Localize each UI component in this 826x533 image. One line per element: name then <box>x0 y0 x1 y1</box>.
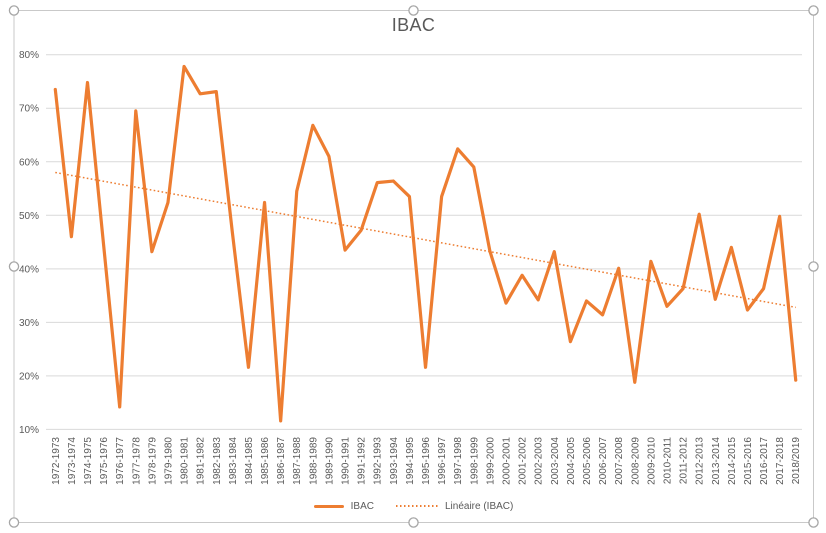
x-tick-label: 1985-1986 <box>260 437 271 485</box>
x-tick-label: 2009-2010 <box>646 437 657 485</box>
x-tick-label: 2010-2011 <box>662 437 673 485</box>
x-tick-label: 1979-1980 <box>163 437 174 485</box>
selection-handle-se[interactable] <box>808 517 819 528</box>
selection-handle-sw[interactable] <box>8 517 20 528</box>
x-tick-label: 1992-1993 <box>373 437 384 485</box>
x-tick-label: 2016-2017 <box>759 437 770 485</box>
x-tick-label: 1972-1973 <box>51 437 62 485</box>
x-tick-label: 1973-1974 <box>67 437 78 485</box>
legend-item-trendline[interactable]: Linéaire (IBAC) <box>395 500 514 512</box>
x-tick-label: 1978-1979 <box>147 437 158 485</box>
x-tick-label: 1997-1998 <box>453 437 464 485</box>
x-tick-label: 2008-2009 <box>630 437 641 485</box>
x-tick-label: 1991-1992 <box>357 437 368 485</box>
x-tick-label: 2001-2002 <box>518 437 529 485</box>
x-tick-label: 2000-2001 <box>502 437 513 485</box>
y-tick-label: 60% <box>19 157 39 168</box>
x-tick-label: 2018/2019 <box>791 437 802 485</box>
x-tick-label: 1981-1982 <box>196 437 207 485</box>
selection-handle-s[interactable] <box>408 517 419 528</box>
x-tick-label: 1980-1981 <box>180 437 191 485</box>
x-tick-label: 2003-2004 <box>550 437 561 485</box>
trendline[interactable] <box>55 171 796 309</box>
x-tick-label: 1995-1996 <box>421 437 432 485</box>
x-tick-label: 2013-2014 <box>711 437 722 485</box>
y-tick-label: 50% <box>19 211 39 222</box>
x-tick-label: 1987-1988 <box>292 437 303 485</box>
x-tick-label: 1999-2000 <box>485 437 496 485</box>
x-tick-label: 2012-2013 <box>695 437 706 485</box>
x-tick-label: 1996-1997 <box>437 437 448 485</box>
selection-handle-ne[interactable] <box>808 5 819 16</box>
selection-handle-e[interactable] <box>808 261 819 272</box>
selection-handle-n[interactable] <box>408 5 419 16</box>
selection-handle-nw[interactable] <box>8 5 20 16</box>
x-tick-label: 2006-2007 <box>598 437 609 485</box>
legend-trendline-sample <box>395 505 438 507</box>
y-tick-label: 80% <box>19 50 39 61</box>
y-tick-label: 70% <box>19 104 39 115</box>
x-tick-label: 1984-1985 <box>244 437 255 485</box>
x-tick-label: 1974-1975 <box>83 437 94 485</box>
series-line-ibac[interactable] <box>53 64 798 423</box>
x-tick-label: 1976-1977 <box>115 437 126 485</box>
x-tick-label: 1986-1987 <box>276 437 287 485</box>
legend-series-line-sample <box>313 504 344 508</box>
x-tick-label: 2011-2012 <box>679 437 690 485</box>
chart-title[interactable]: IBAC <box>391 15 436 35</box>
legend-trendline-label: Linéaire (IBAC) <box>444 500 514 512</box>
x-tick-label: 1990-1991 <box>341 437 352 485</box>
x-tick-label: 1989-1990 <box>324 437 335 485</box>
x-tick-label: 1983-1984 <box>228 437 239 485</box>
x-tick-label: 1977-1978 <box>131 437 142 485</box>
x-tick-label: 2005-2006 <box>582 437 593 485</box>
y-tick-label: 20% <box>19 371 39 382</box>
x-tick-label: 1998-1999 <box>469 437 480 485</box>
x-tick-label: 2017-2018 <box>775 437 786 485</box>
y-tick-label: 40% <box>19 264 39 275</box>
x-tick-label: 2014-2015 <box>727 437 738 485</box>
x-tick-label: 1988-1989 <box>308 437 319 485</box>
selection-handle-w[interactable] <box>8 261 20 272</box>
x-tick-label: 1975-1976 <box>99 437 110 485</box>
x-tick-label: 2004-2005 <box>566 437 577 485</box>
legend-series-label: IBAC <box>350 500 374 512</box>
chart-legend: IBAC Linéaire (IBAC) <box>14 498 813 514</box>
legend-item-series[interactable]: IBAC <box>313 500 374 512</box>
y-tick-label: 10% <box>19 425 39 436</box>
x-tick-label: 2002-2003 <box>534 437 545 485</box>
y-tick-label: 30% <box>19 318 39 329</box>
x-tick-label: 1994-1995 <box>405 437 416 485</box>
x-tick-label: 2015-2016 <box>743 437 754 485</box>
x-tick-label: 1993-1994 <box>389 437 400 485</box>
x-tick-label: 1982-1983 <box>212 437 223 485</box>
x-tick-label: 2007-2008 <box>614 437 625 485</box>
